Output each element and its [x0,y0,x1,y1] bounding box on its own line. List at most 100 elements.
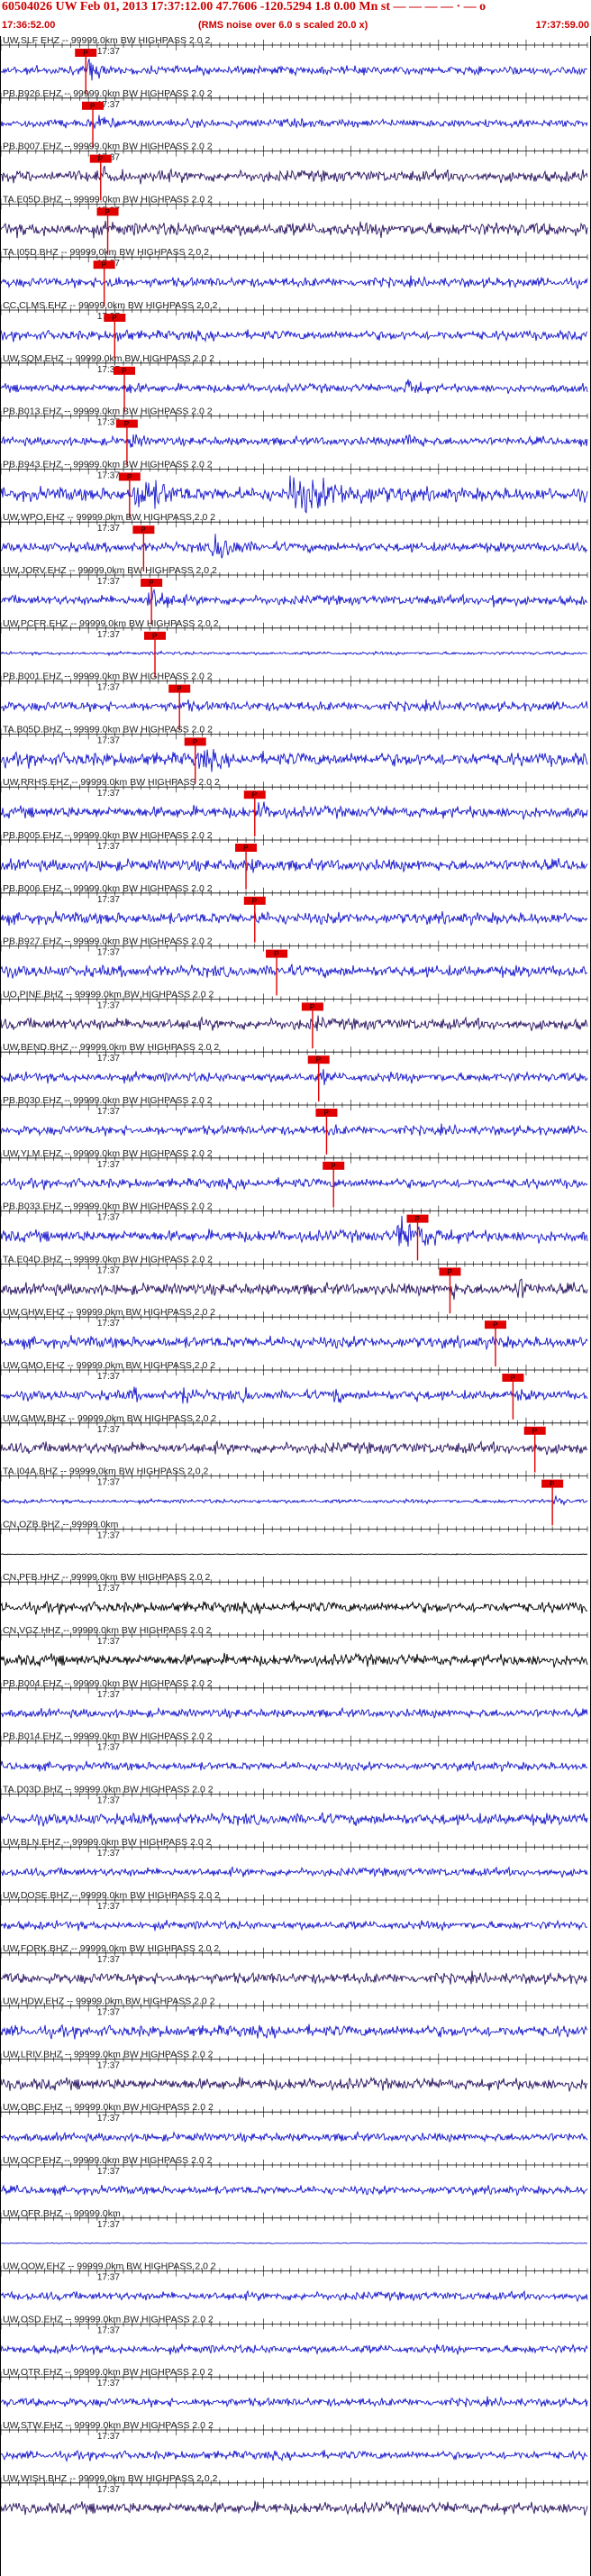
station-label: UW.STW.EHZ -- 99999.0km BW HIGHPASS 2.0 … [3,2420,214,2431]
station-label: PB.B005.EHZ -- 99999.0km BW HIGHPASS 2.0… [3,830,213,841]
pick-flag [523,1426,546,1435]
pick-flag-label: P [193,738,197,746]
trace-row: CC.CLMS.EHZ -- 99999.0km BW HIGHPASS 2.0… [0,300,588,360]
tick-time-label: 17:37 [97,418,120,428]
trace-row: PB.B943.EHZ -- 99999.0km BW HIGHPASS 2.0… [0,459,588,519]
station-label: UW.BLN.EHZ -- 99999.0km BW HIGHPASS 2.0 … [3,1837,212,1848]
pick-flag-label: P [331,1162,335,1170]
tick-time-label: 17:37 [97,948,120,958]
pick-flag [502,1374,524,1382]
tick-time-label: 17:37 [97,735,120,745]
waveform [0,2396,588,2408]
pick-flag [307,1055,330,1064]
end-time-label: 17:37:59.00 [535,20,589,31]
tick-time-label: 17:37 [97,1584,120,1594]
station-label: UW.HDW.EHZ -- 99999.0km BW HIGHPASS 2.0 … [3,1996,215,2007]
station-label: PB.B004.EHZ -- 99999.0km BW HIGHPASS 2.0… [3,1678,213,1689]
pick-flag-label: P [316,1056,321,1064]
tick-time-label: 17:37 [97,1478,120,1488]
waveform [0,589,588,608]
event-title: 60504026 UW Feb 01, 2013 17:37:12.00 47.… [2,0,486,14]
tick-time-label: 17:37 [97,1530,120,1540]
tick-time-label: 17:37 [97,1265,120,1275]
station-label: PB.B033.EHZ -- 99999.0km BW HIGHPASS 2.0… [3,1201,213,1212]
noise-scale-note: (RMS noise over 6.0 s scaled 20.0 x) [198,20,368,31]
waveform [0,1015,588,1032]
trace-row: UW.FORK.BHZ -- 99999.0km BW HIGHPASS 2.0… [0,1943,588,1986]
waveform [0,59,588,81]
pick-flag-label: P [532,1427,537,1435]
trace-row: PB.B013.EHZ -- 99999.0km BW HIGHPASS 2.0… [0,406,588,466]
seismogram-panel: UW.SLF EHZ -- 99999.0km BW HIGHPASS 2.0 … [0,36,591,2576]
pick-flag-label: P [323,1110,328,1118]
waveform [0,2076,588,2092]
pick-flag-label: P [124,420,129,428]
station-label: CN.OZB.BHZ -- 99999.0km [3,1519,119,1530]
trace-row: PB.B030.EHZ -- 99999.0km BW HIGHPASS 2.0… [0,1095,588,1155]
pick-flag-label: P [177,685,181,693]
tick-time-label: 17:37 [97,2114,120,2124]
station-label: UW.GMO.EHZ -- 99999.0km BW HIGHPASS 2.0 … [3,1360,215,1371]
station-label: PB.B927.EHZ -- 99999.0km BW HIGHPASS 2.0… [3,936,213,947]
waveform [0,1812,588,1827]
pick-flag [168,684,191,693]
station-label: UW.YLM.EHZ -- 99999.0km BW HIGHPASS 2.0 … [3,1148,213,1159]
waveform [0,1278,588,1300]
station-label: PB.B926.EHZ -- 99999.0km BW HIGHPASS 2.0… [3,88,213,99]
tick-time-label: 17:37 [97,100,120,110]
trace-row: PB.B005.EHZ -- 99999.0km BW HIGHPASS 2.0… [0,830,588,890]
station-label: CN.PFB.HHZ -- 99999.0km BW HIGHPASS 2.0 … [3,1572,210,1583]
trace-row: UW.OTR.EHZ -- 99999.0km BW HIGHPASS 2.0 … [0,2367,588,2408]
station-label: PB.B030.EHZ -- 99999.0km BW HIGHPASS 2.0… [3,1095,213,1106]
trace-row: TA.E04D.BHZ -- 99999.0km BW HIGHPASS 2.0… [0,1254,588,1314]
trace-row: TA.D03D.BHZ -- 99999.0km BW HIGHPASS 2.0… [0,1784,588,1827]
waveform [0,910,588,927]
trace-row: PB.B007.EHZ -- 99999.0km BW HIGHPASS 2.0… [0,142,588,201]
pick-flag-label: P [90,102,95,110]
pick-flag-label: P [152,632,157,640]
pick-flag [89,154,112,163]
station-label: TA.I04A.BHZ -- 99999.0km BW HIGHPASS 2.0… [3,1466,209,1477]
trace-row: UW.OCP.EHZ -- 99999.0km BW HIGHPASS 2.0 … [0,2155,588,2197]
waveform [0,1919,588,1932]
trace-row: PB.B006.EHZ -- 99999.0km BW HIGHPASS 2.0… [0,883,588,943]
station-label: UO.PINE.BHZ -- 99999.0km BW HIGHPASS 2.0… [3,989,214,1000]
trace-row: UW.LRIV.BHZ -- 99999.0km BW HIGHPASS 2.0… [0,2049,588,2092]
pick-flag [235,844,258,852]
pick-flag [243,790,266,799]
waveform [0,2343,588,2355]
tick-time-label: 17:37 [97,577,120,587]
tick-time-label: 17:37 [97,1795,120,1805]
waveform [0,1386,588,1404]
trace-row: PB.B014.EHZ -- 99999.0km BW HIGHPASS 2.0… [0,1731,588,1773]
waveform [0,275,588,289]
tick-time-label: 17:37 [97,1849,120,1859]
station-label: UW.FORK.BHZ -- 99999.0km BW HIGHPASS 2.0… [3,1943,219,1954]
tick-time-label: 17:37 [97,1107,120,1117]
station-label: UW.SLF EHZ -- 99999.0km BW HIGHPASS 2.0 … [3,36,210,46]
tick-time-label: 17:37 [97,2379,120,2389]
waveform [0,1760,588,1773]
waveform [0,220,588,239]
pick-flag-label: P [105,208,110,216]
pick-flag-label: P [415,1215,420,1223]
trace-row: UW.PCFR.EHZ -- 99999.0km BW HIGHPASS 2.0… [0,618,588,678]
pick-flag-label: P [149,580,153,588]
waveform [0,857,588,873]
station-label: UW.PCFR.EHZ -- 99999.0km BW HIGHPASS 2.0… [3,618,219,629]
station-label: PB.B943.EHZ -- 99999.0km BW HIGHPASS 2.0… [3,459,213,470]
pick-flag [75,49,97,57]
pick-flag [184,737,206,746]
pick-flag [96,207,119,216]
trace-row: TA.I04A.BHZ -- 99999.0km BW HIGHPASS 2.0… [0,1466,588,1526]
trace-row: PB.B033.EHZ -- 99999.0km BW HIGHPASS 2.0… [0,1201,588,1261]
trace-row: PB.B001.EHZ -- 99999.0km BW HIGHPASS 2.0… [0,671,588,731]
pick-flag [141,579,163,587]
waveform [0,1335,588,1351]
station-label: TA.E05D.BHZ -- 99999.0km BW HIGHPASS 2.0… [3,194,213,205]
station-label: PB.B006.EHZ -- 99999.0km BW HIGHPASS 2.0… [3,883,213,894]
station-label: UW.GHW.EHZ -- 99999.0km BW HIGHPASS 2.0 … [3,1307,215,1318]
pick-flag-label: P [550,1480,554,1488]
pick-flag [115,419,138,428]
